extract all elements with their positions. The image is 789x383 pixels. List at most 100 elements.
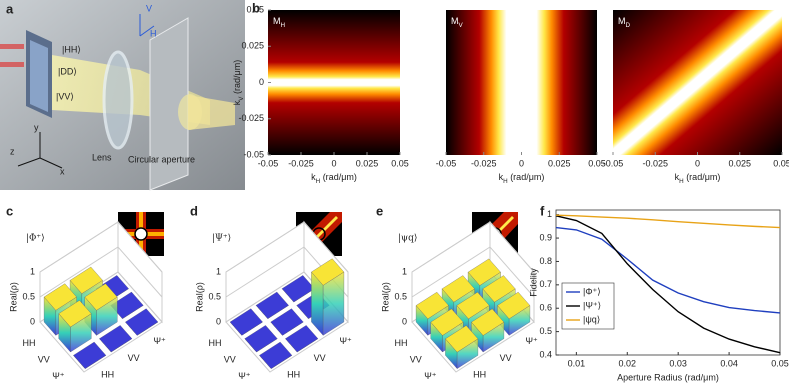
bar-top: [445, 325, 479, 353]
panel-label: a: [6, 1, 14, 16]
bar-top: [270, 308, 304, 336]
inset-circle: [134, 227, 148, 241]
schematic: a |HH⟩ |DD⟩ |VV⟩ Lens Circular aperture …: [0, 0, 245, 191]
axis-arrow: [39, 157, 63, 169]
label-part: (rad/μm): [232, 60, 242, 97]
bar-top: [229, 308, 263, 336]
z-axis-label: Real(ρ): [194, 282, 204, 312]
x-tick-label: 0.05: [773, 158, 789, 168]
bar-top: [58, 300, 92, 328]
bar-top: [69, 266, 103, 294]
x-tick-label: -0.05: [436, 158, 457, 168]
chart-title: |Φ⁺⟩: [26, 234, 45, 244]
x-tick-label: -0.025: [471, 158, 497, 168]
z-tick-label: 0.5: [22, 291, 35, 301]
bar-top: [482, 275, 516, 303]
grid-line: [411, 246, 535, 298]
state-label: |DD⟩: [58, 66, 77, 76]
label-part: H: [503, 178, 508, 185]
axis-label: z: [10, 146, 15, 156]
x-tick-label: 0.025: [728, 158, 751, 168]
x-axis-label: kH (rad/μm): [499, 172, 545, 185]
label-part: (rad/μm): [320, 172, 357, 182]
label-part: k: [311, 172, 316, 182]
axis-label: x: [60, 166, 65, 176]
grid-line: [411, 221, 535, 273]
label-part: (rad/μm): [508, 172, 545, 182]
grid-line: [225, 221, 349, 273]
y-axis-label: Fidelity: [528, 268, 538, 297]
pol-label: H: [150, 28, 157, 38]
y-tick-label: 0.4: [539, 349, 552, 359]
bar-top: [285, 325, 319, 353]
row-label: VV: [410, 355, 422, 365]
col-label: HH: [473, 370, 486, 380]
label-part: (rad/μm): [684, 172, 721, 182]
map-title: MV: [451, 16, 464, 29]
heatmap: [268, 10, 400, 155]
z-tick-label: 0.5: [208, 291, 221, 301]
y-tick-label: 0: [259, 77, 264, 87]
bar-top: [497, 291, 531, 320]
x-tick-label: 0.05: [771, 358, 789, 368]
chart-title: |Ψ⁺⟩: [212, 234, 231, 244]
x-tick-label: 0: [695, 158, 700, 168]
x-tick-label: 0: [331, 158, 336, 168]
x-tick-label: 0.05: [588, 158, 606, 168]
legend-label: |ψq⟩: [583, 314, 600, 324]
aperture-plate: [149, 17, 189, 191]
x-tick-label: -0.025: [288, 158, 314, 168]
x-tick-label: 0.025: [356, 158, 379, 168]
y-axis-label: kV (rad/μm): [232, 60, 245, 105]
bar-top: [84, 283, 118, 311]
label-part: M: [451, 16, 459, 26]
y-tick-label: 0.7: [539, 279, 552, 289]
lens-label: Lens: [92, 152, 112, 162]
map-title: MH: [273, 16, 286, 29]
bar-top: [99, 325, 133, 353]
z-tick-label: 1: [402, 266, 407, 276]
bar-top: [456, 291, 490, 320]
x-tick-label: -0.05: [258, 158, 279, 168]
axis-arrow: [17, 157, 41, 167]
z-tick-label: 0: [402, 316, 407, 326]
series-line: [555, 214, 781, 229]
slm-grating: [30, 40, 48, 112]
y-tick-label: 1: [547, 209, 552, 219]
row-label: VV: [38, 355, 50, 365]
col-label: HH: [101, 370, 114, 380]
y-tick-label: 0.025: [241, 41, 264, 51]
series-line: [555, 215, 781, 354]
row-label: Ψ⁺: [424, 371, 437, 381]
z-tick-label: 0.5: [394, 291, 407, 301]
heatmap: [613, 10, 782, 155]
x-tick-label: 0.025: [548, 158, 571, 168]
chart-title: |ψq⟩: [398, 234, 417, 244]
axis-label: y: [34, 122, 39, 132]
bar-top: [43, 283, 77, 311]
grid-line: [39, 221, 163, 273]
col-label: Ψ⁺: [339, 336, 352, 346]
bar-top: [415, 291, 449, 320]
x-tick-label: 0: [519, 158, 524, 168]
x-tick-label: 0.02: [619, 358, 637, 368]
bar-top: [467, 258, 501, 286]
row-label: Ψ⁺: [52, 371, 65, 381]
row-label: HH: [395, 338, 408, 348]
label-part: k: [499, 172, 504, 182]
state-label: |HH⟩: [62, 44, 81, 54]
bar-top: [73, 341, 107, 369]
z-axis-label: Real(ρ): [8, 282, 18, 312]
z-tick-label: 1: [216, 266, 221, 276]
bar-top: [125, 308, 159, 336]
label-part: H: [679, 178, 684, 185]
col-label: VV: [128, 353, 140, 363]
bar-top: [441, 275, 475, 303]
plot-frame: [555, 209, 781, 356]
map-title: MD: [618, 16, 631, 29]
label-part: H: [316, 178, 321, 185]
panel-label: f: [540, 203, 545, 218]
bar-top: [110, 291, 144, 319]
